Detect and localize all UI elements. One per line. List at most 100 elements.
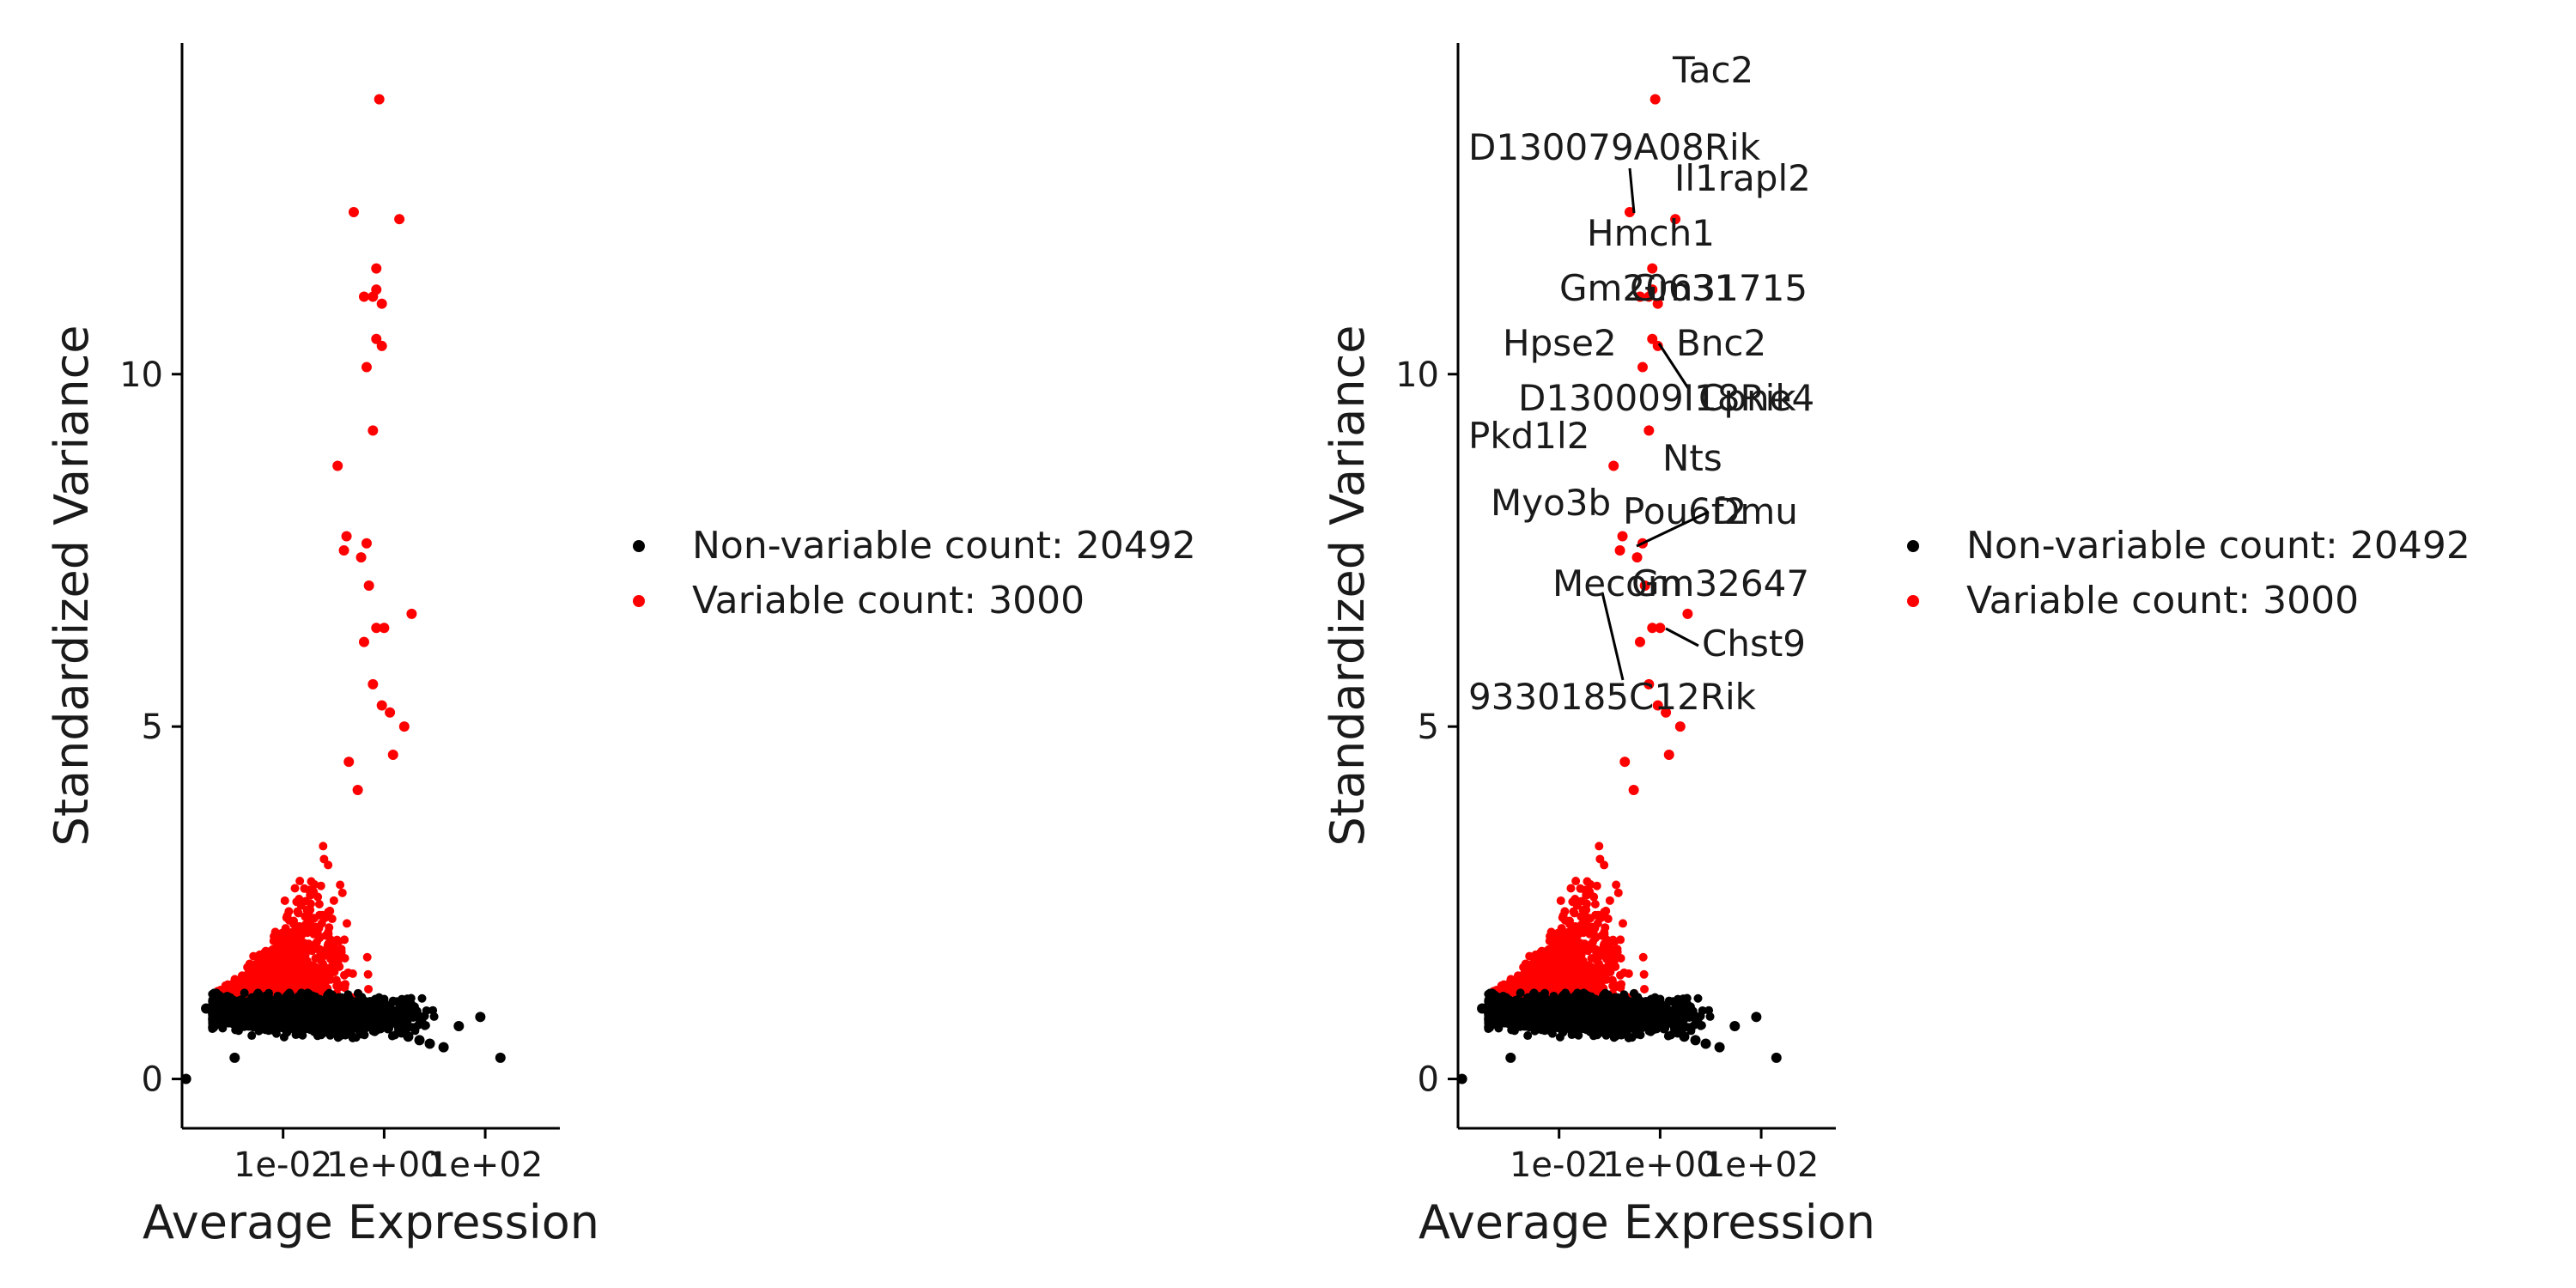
left-variable-point [348,206,359,217]
left-variable-point [341,531,352,542]
left-nonvariable-point-bg [279,1032,289,1042]
left-variable-point-bg [301,912,310,921]
left-nonvariable-point-bg [428,1005,438,1015]
left-variable-point-bg [319,841,328,851]
left-nonvariable-point-bg [401,1006,410,1016]
left-variable-point-bg [327,914,337,924]
left-variable-point [338,544,349,556]
left-variable-point-bg [258,955,267,964]
left-variable-point-bg [277,928,287,938]
left-nonvariable-point [374,1020,385,1031]
left-variable-point-bg [290,884,300,893]
left-variable-point-bg [299,923,308,933]
left-nonvariable-point-bg [208,1018,217,1028]
left-variable-point-bg [266,957,276,967]
left-y-tick-label: 5 [142,708,163,747]
left-nonvariable-point [180,1073,191,1084]
left-legend-label: Non-variable count: 20492 [692,524,1196,568]
left-nonvariable-point-bg [327,990,337,999]
left-nonvariable-point-bg [254,1026,264,1036]
left-variable-point-bg [296,959,306,969]
left-nonvariable-point-bg [313,1031,322,1041]
left-variable-point-bg [363,969,373,979]
left-variable-point-bg [334,981,343,990]
left-variable-point-bg [282,945,291,954]
left-variable-point-bg [300,884,309,893]
left-variable-point [332,460,343,471]
left-nonvariable-point-bg [420,1012,429,1021]
left-x-axis-title: Average Expression [143,1195,599,1249]
right-x-tick-label: 1e+02 [1704,1145,1819,1185]
left-nonvariable-point [242,1011,253,1022]
left-variable-point-bg [304,968,313,977]
left-variable-point [371,263,382,274]
left-y-axis-title: Standardized Variance [45,325,99,847]
left-variable-point-bg [280,896,289,905]
left-variable-point [358,636,369,647]
left-nonvariable-point [283,1015,295,1026]
left-variable-point-bg [307,877,316,886]
left-variable-point-bg [245,959,254,969]
left-nonvariable-point-bg [361,1012,370,1021]
left-nonvariable-point-bg [226,993,235,1002]
left-variable-point-bg [319,854,329,864]
left-variable-point-bg [362,952,372,962]
right-y-tick-label: 5 [1418,708,1439,747]
right-y-tick-label: 10 [1395,355,1439,395]
right-x-tick-label: 1e-02 [1510,1145,1608,1185]
left-variable-point [361,361,372,373]
left-variable-point-bg [329,896,338,905]
left-variable-point-bg [289,920,299,929]
left-nonvariable-point [438,1042,449,1053]
left-nonvariable-point [352,1018,363,1030]
left-nonvariable-point-bg [372,994,381,1004]
left-variable-point-bg [309,887,319,896]
left-nonvariable-point [343,1018,355,1029]
left-variable-point [368,425,379,436]
left-variable-point-bg [320,913,330,922]
left-variable-point-bg [364,984,374,993]
left-nonvariable-point-bg [401,1016,410,1025]
left-variable-point-bg [307,946,317,956]
left-nonvariable-point-bg [388,996,398,1005]
left-nonvariable-point-bg [421,1021,430,1030]
left-x-tick-label: 1e-02 [234,1145,332,1185]
left-nonvariable-point-bg [307,991,317,1000]
left-variable-point [363,580,374,591]
left-variable-point-bg [282,976,291,986]
right-x-tick-label: 1e+00 [1602,1145,1717,1185]
left-variable-point-bg [336,880,345,890]
left-nonvariable-point [301,1016,313,1027]
left-nonvariable-point [229,1052,240,1063]
left-y-tick-label: 0 [142,1060,163,1100]
right-y-axis-title: Standardized Variance [1321,325,1375,847]
left-nonvariable-point [403,1031,414,1042]
left-variable-point-bg [282,913,291,922]
left-variable-point [361,538,372,549]
left-nonvariable-point [323,1017,334,1028]
left-nonvariable-point-bg [417,993,427,1003]
left-variable-point-bg [316,881,325,890]
left-variable-point-bg [284,955,294,964]
left-x-tick-label: 1e+02 [428,1145,543,1185]
left-legend-marker [633,595,645,607]
left-nonvariable-point [293,1016,304,1027]
left-nonvariable-point-bg [283,1005,292,1015]
left-variable-point-bg [312,928,321,938]
left-nonvariable-point [414,1035,425,1046]
left-nonvariable-point-bg [214,990,223,999]
left-variable-point-bg [276,958,286,968]
right-y-tick-label: 0 [1418,1060,1439,1100]
left-y-tick-label: 10 [119,355,163,395]
left-legend-marker [633,540,645,552]
left-nonvariable-point [363,1019,374,1030]
left-nonvariable-point-bg [326,1001,336,1011]
left-nonvariable-point [394,1025,405,1036]
left-variable-point-bg [342,919,351,928]
left-nonvariable-point-bg [410,1002,419,1012]
left-nonvariable-point [475,1012,486,1023]
left-nonvariable-point [332,1017,343,1028]
left-variable-point [385,707,396,718]
